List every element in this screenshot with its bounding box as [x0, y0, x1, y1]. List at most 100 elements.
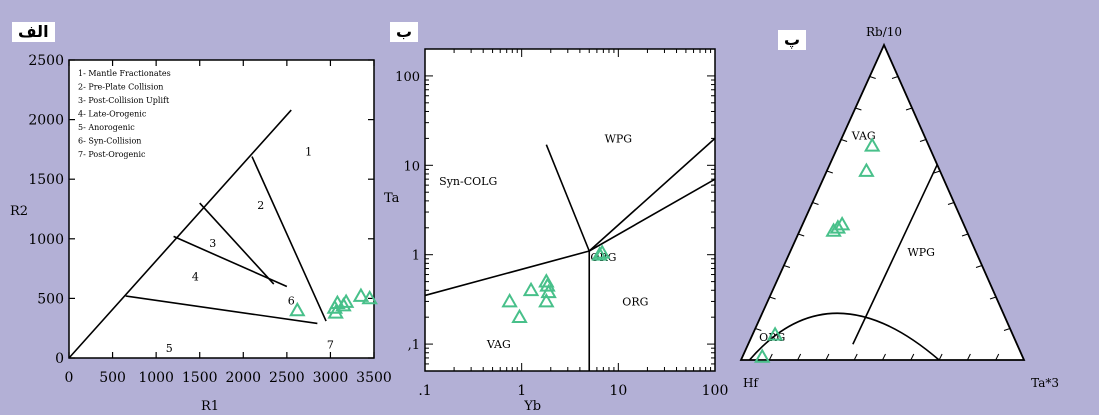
ternary-tick: [947, 202, 955, 205]
data-point: [593, 244, 611, 259]
ternary-tick: [768, 353, 773, 361]
legend-entry: 1- Mantle Fractionates: [78, 69, 171, 78]
data-point: [511, 308, 528, 324]
ternary-tick: [869, 76, 876, 79]
field-boundary: [545, 144, 590, 252]
field-boundary: [199, 202, 275, 285]
field-label: 6: [288, 294, 295, 307]
x-tick-label: 0: [65, 370, 74, 386]
field-label: 2: [257, 199, 264, 212]
field-label: WPG: [907, 246, 935, 259]
ternary-tick: [905, 107, 913, 111]
x-tick-label: 2000: [225, 370, 261, 386]
y-tick-label: 10: [403, 159, 420, 174]
ternary-tick: [755, 328, 762, 331]
ternary-tick: [919, 139, 927, 142]
data-point: [833, 216, 851, 231]
ternary-tick: [826, 170, 833, 174]
legend-entry: 4- Late-Orogenic: [78, 110, 147, 119]
field-boundary: [251, 156, 327, 322]
field-label: ORG: [622, 296, 648, 309]
field-label: 7: [327, 338, 334, 351]
vertex-label: Ta*3: [1031, 376, 1059, 390]
field-boundary: [68, 109, 292, 359]
field-label: VAG: [851, 130, 876, 143]
y-tick-label: ,1: [408, 338, 420, 353]
ternary-tick: [840, 139, 848, 142]
data-point: [327, 304, 344, 319]
ternary-tick: [975, 265, 983, 268]
ternary-triangle: [739, 42, 1026, 361]
ternary-tick: [882, 353, 886, 361]
data-point: [337, 293, 355, 308]
data-point: [754, 348, 771, 363]
ternary-tick: [825, 353, 830, 361]
y-tick-label: 2000: [28, 113, 64, 129]
plot-area: [68, 59, 375, 359]
ternary-tick: [995, 353, 1000, 361]
x-axis-label: R1: [201, 399, 219, 411]
data-point: [591, 246, 608, 261]
data-point: [858, 162, 875, 177]
ternary-tick: [783, 265, 791, 268]
field-label: Syn-COLG: [439, 175, 497, 188]
field-label: 5: [166, 342, 173, 355]
x-tick-label: 3000: [313, 370, 349, 386]
legend-entry: 6- Syn-Collision: [78, 137, 141, 146]
x-tick-label: 500: [99, 370, 126, 386]
y-tick-label: 1: [412, 249, 420, 264]
x-tick-label: 100: [702, 383, 729, 399]
field-boundary: [588, 178, 716, 252]
x-tick-label: 1: [517, 383, 526, 399]
chart-legend: 1- Mantle Fractionates 2- Pre-Plate Colli…: [78, 69, 171, 159]
data-point: [863, 137, 881, 152]
vertex-label: Hf: [743, 376, 759, 390]
field-label: 4: [192, 271, 199, 284]
panel-tag-a: الف: [12, 22, 55, 42]
y-tick-label: 100: [395, 70, 420, 85]
data-point: [538, 292, 555, 308]
ternary-tick: [966, 353, 971, 361]
ternary-tick: [938, 353, 943, 361]
y-tick-label: 2500: [28, 53, 64, 69]
x-tick-label: 2500: [269, 370, 305, 386]
y-axis-label: Ta: [384, 191, 400, 206]
field-label: 1: [305, 145, 312, 158]
panel-tag-c: پ: [778, 30, 807, 50]
ternary-tick: [961, 233, 969, 237]
x-tick-label: 1000: [138, 370, 174, 386]
data-point: [289, 301, 306, 317]
field-boundary: [125, 295, 318, 325]
data-point: [539, 277, 556, 292]
field-boundary: [424, 250, 590, 297]
plot-area: [424, 48, 716, 372]
ternary-tick: [910, 353, 915, 361]
data-point: [766, 326, 784, 341]
field-label: VAG: [486, 338, 511, 351]
ternary-tick: [797, 353, 802, 361]
y-tick-label: 1000: [28, 232, 64, 248]
x-tick-label: 10: [609, 383, 627, 399]
data-point: [361, 289, 378, 305]
ternary-tick: [855, 107, 862, 111]
ternary-tick: [853, 353, 858, 361]
ternary-tick: [891, 76, 899, 79]
y-tick-label: 0: [55, 351, 64, 367]
chart-r1-r2: 0 500 1000 1500 2000 2500 3000 3500 0 500 1000 1500…: [10, 53, 392, 414]
legend-entry: 3- Post-Collision Uplift: [78, 96, 170, 105]
x-axis-label: Yb: [523, 399, 541, 411]
ternary-tick: [933, 170, 941, 174]
x-tick-label: .1: [418, 383, 431, 399]
data-point: [522, 281, 540, 297]
x-tick-label: 1500: [182, 370, 218, 386]
panel-tag-b: ب: [390, 22, 419, 42]
field-label: WPG: [605, 132, 633, 145]
ternary-tick: [812, 202, 819, 205]
field-label: 3: [209, 237, 216, 250]
legend-entry: 5- Anorogenic: [78, 123, 135, 132]
